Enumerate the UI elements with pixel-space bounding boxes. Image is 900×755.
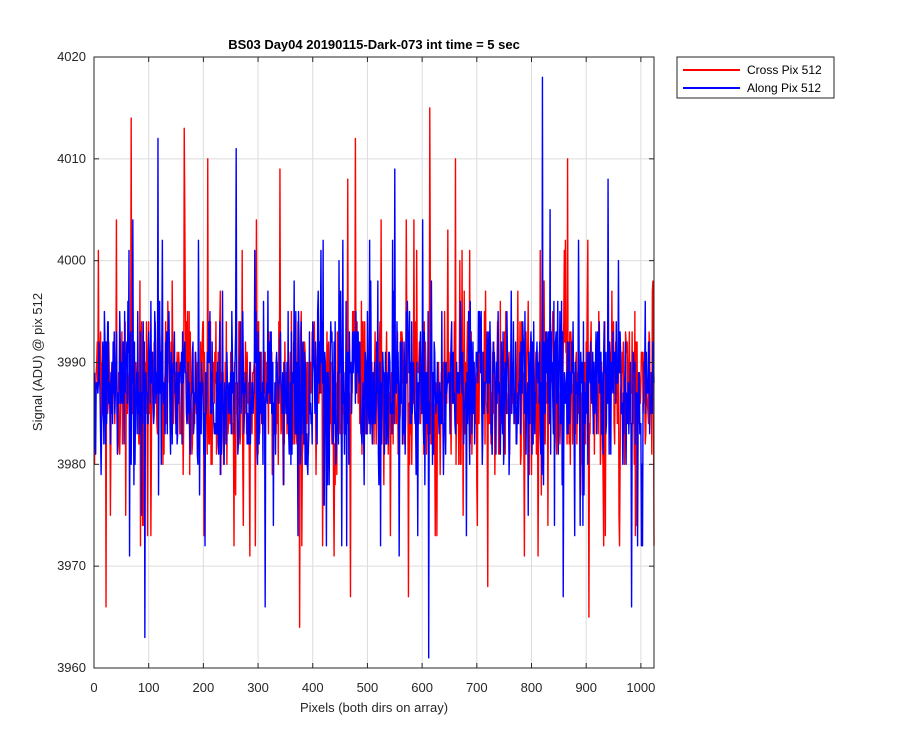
y-tick-label: 4000 — [57, 253, 86, 268]
x-tick-label: 900 — [575, 680, 597, 695]
x-axis-label: Pixels (both dirs on array) — [300, 700, 448, 715]
x-tick-label: 600 — [411, 680, 433, 695]
x-tick-label: 500 — [357, 680, 379, 695]
x-tick-label: 300 — [247, 680, 269, 695]
series-lines — [93, 76, 655, 659]
series-line-along-pix-512 — [93, 76, 655, 659]
x-tick-label: 800 — [521, 680, 543, 695]
legend-label-cross: Cross Pix 512 — [747, 63, 822, 77]
x-tick-label: 0 — [90, 680, 97, 695]
x-tick-label: 400 — [302, 680, 324, 695]
legend-label-along: Along Pix 512 — [747, 81, 821, 95]
axis-ticks: 0 100 200 300 400 500 600 700 800 900 1000 3960 3970… — [57, 49, 655, 695]
x-tick-label: 700 — [466, 680, 488, 695]
x-tick-label: 100 — [138, 680, 160, 695]
y-tick-label: 3960 — [57, 660, 86, 675]
y-tick-label: 3990 — [57, 355, 86, 370]
y-axis-label: Signal (ADU) @ pix 512 — [30, 293, 45, 431]
x-tick-label: 1000 — [626, 680, 655, 695]
y-tick-label: 3970 — [57, 558, 86, 573]
y-tick-label: 4010 — [57, 151, 86, 166]
x-tick-label: 200 — [193, 680, 215, 695]
legend[interactable]: Cross Pix 512 Along Pix 512 — [676, 56, 835, 99]
y-tick-label: 3980 — [57, 456, 86, 471]
chart-title: BS03 Day04 20190115-Dark-073 int time = … — [228, 37, 520, 52]
y-tick-label: 4020 — [57, 49, 86, 64]
legend-box — [676, 56, 835, 99]
